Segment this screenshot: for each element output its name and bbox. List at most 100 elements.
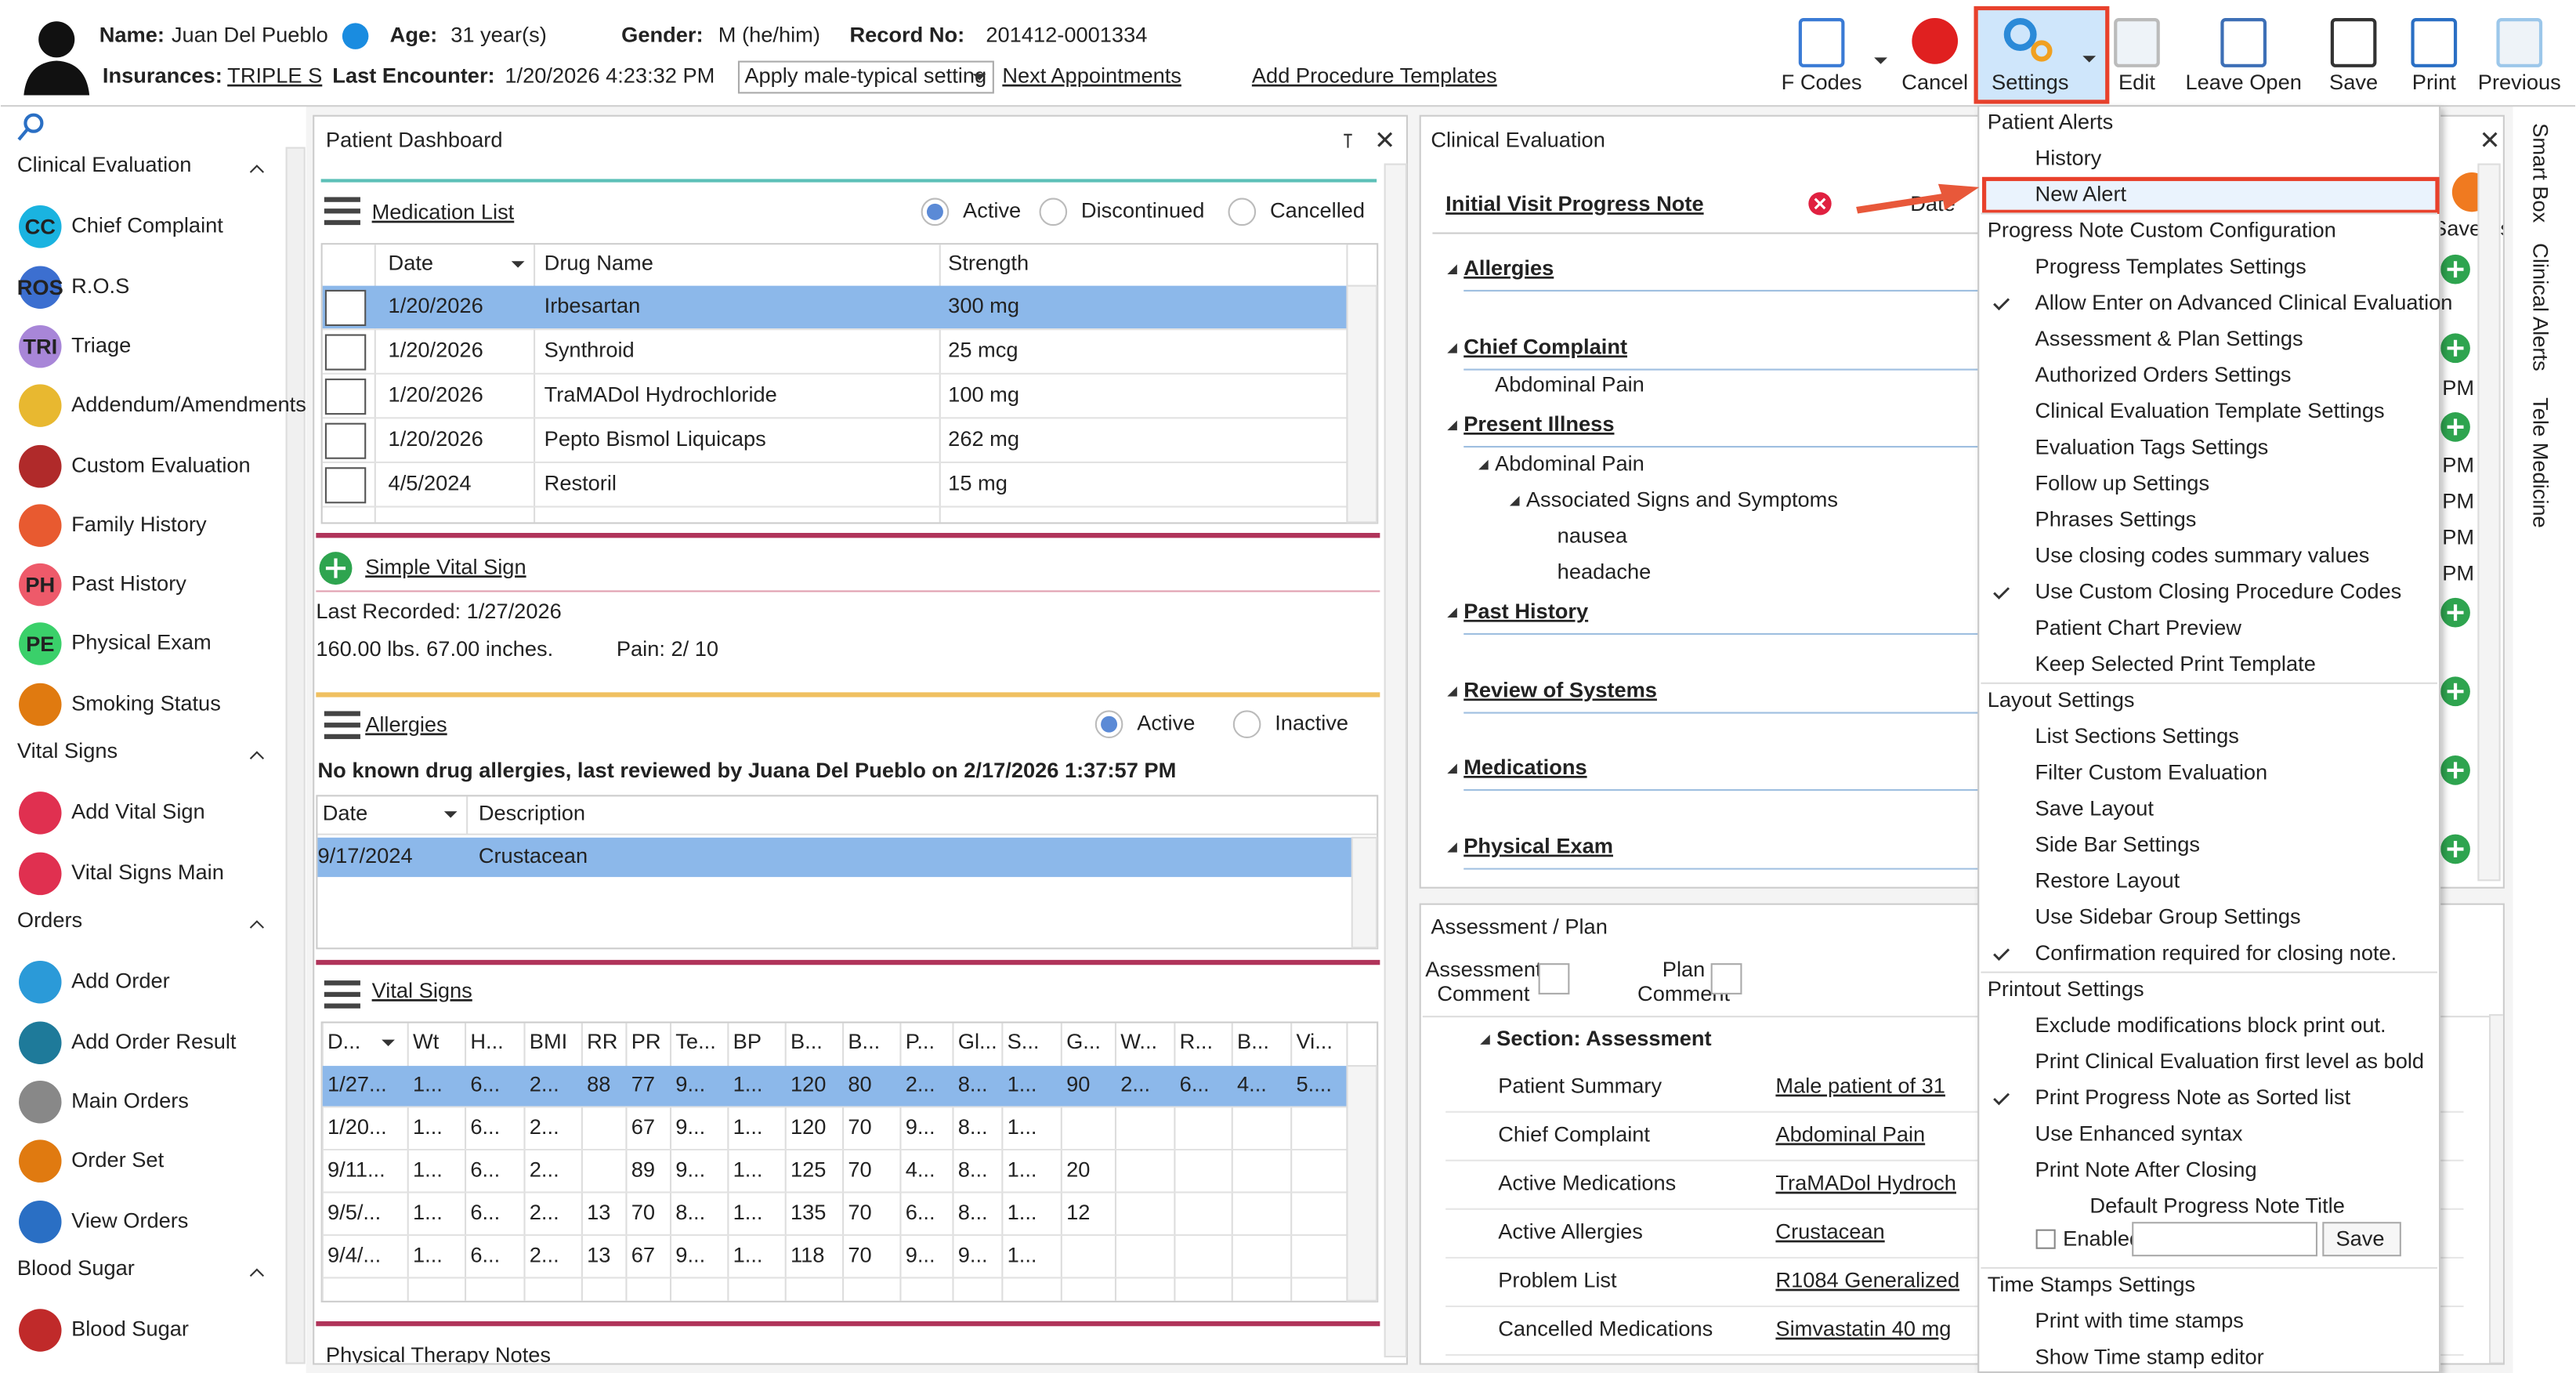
menu-item[interactable]: Keep Selected Print Template — [2035, 651, 2316, 676]
sidebar-item[interactable]: Physical Exam — [71, 630, 212, 654]
toolbar-button[interactable]: Settings — [1992, 70, 2068, 94]
row-value[interactable]: Abdominal Pain — [1775, 1122, 1925, 1147]
button-label[interactable]: Save — [2335, 1226, 2384, 1250]
sidebar-item[interactable]: Add Vital Sign — [71, 799, 205, 824]
expand-triangle[interactable] — [1447, 420, 1457, 431]
sidebar-item[interactable]: Family History — [71, 512, 207, 536]
section-heading[interactable]: Chief Complaint — [1463, 334, 1627, 358]
radio-label[interactable]: Discontinued — [1081, 198, 1204, 223]
menu-item[interactable]: Use closing codes summary values — [2035, 543, 2370, 567]
side-tab[interactable]: Clinical Alerts — [2529, 243, 2553, 371]
side-tab[interactable]: Smart Box — [2529, 123, 2553, 223]
sidebar-item[interactable]: Blood Sugar — [71, 1317, 189, 1341]
row-value[interactable]: TraMADol Hydroch — [1775, 1171, 1956, 1195]
menu-item[interactable]: Filter Custom Evaluation — [2035, 759, 2268, 784]
sidebar-group-title[interactable]: Vital Signs — [17, 738, 118, 763]
menu-item[interactable]: Show Time stamp editor — [2035, 1344, 2264, 1368]
section-item[interactable]: headache — [1558, 560, 1652, 584]
menu-item[interactable]: List Sections Settings — [2035, 723, 2239, 748]
section-item[interactable]: nausea — [1558, 523, 1628, 547]
toolbar-button[interactable]: Save — [2329, 70, 2378, 94]
expand-triangle[interactable] — [1447, 686, 1457, 697]
radio[interactable] — [1232, 710, 1261, 739]
expand-triangle[interactable] — [1447, 343, 1457, 353]
menu-item[interactable]: Use Sidebar Group Settings — [2035, 904, 2301, 929]
radio-label[interactable]: Inactive — [1275, 710, 1348, 734]
section-heading[interactable]: Medications — [1463, 755, 1586, 779]
sidebar-item[interactable]: Add Order Result — [71, 1029, 237, 1053]
header-link[interactable]: Add Procedure Templates — [1252, 63, 1497, 88]
row-value[interactable]: Simvastatin 40 mg — [1775, 1317, 1951, 1341]
row-value[interactable]: R1084 Generalized — [1775, 1268, 1959, 1292]
menu-item[interactable]: New Alert — [2035, 182, 2127, 206]
sidebar-item[interactable]: Add Order — [71, 968, 170, 992]
radio-label[interactable]: Active — [963, 198, 1021, 223]
toolbar-button[interactable]: Edit — [2118, 70, 2155, 94]
menu-item[interactable]: Progress Templates Settings — [2035, 254, 2306, 278]
checkbox-label[interactable]: Enabled — [2063, 1226, 2141, 1250]
radio-label[interactable]: Active — [1137, 710, 1195, 734]
menu-item[interactable]: Exclude modifications block print out. — [2035, 1013, 2386, 1037]
sidebar-item[interactable]: Vital Signs Main — [71, 860, 224, 884]
menu-item[interactable]: Assessment & Plan Settings — [2035, 326, 2303, 350]
section-title[interactable]: Vital Signs — [372, 978, 472, 1002]
section-heading[interactable]: Past History — [1463, 599, 1588, 623]
toolbar-button[interactable]: Cancel — [1901, 70, 1968, 94]
menu-item[interactable]: Side Bar Settings — [2035, 831, 2200, 856]
toolbar-button[interactable]: Print — [2412, 70, 2456, 94]
section-item[interactable]: Associated Signs and Symptoms — [1526, 487, 1838, 511]
section-heading[interactable]: Allergies — [1463, 255, 1554, 280]
menu-item[interactable]: Print Note After Closing — [2035, 1157, 2257, 1181]
sidebar-group-title[interactable]: Orders — [17, 907, 82, 932]
expand-triangle[interactable] — [1509, 495, 1520, 506]
section-heading[interactable]: Physical Exam — [1463, 834, 1613, 858]
sidebar-group-title[interactable]: Blood Sugar — [17, 1255, 135, 1280]
dropdown-value[interactable]: Apply male-typical setting — [744, 63, 986, 88]
menu-item[interactable]: History — [2035, 145, 2102, 169]
toolbar-button[interactable]: Leave Open — [2185, 70, 2301, 94]
section-heading[interactable]: Review of Systems — [1463, 677, 1657, 701]
menu-item[interactable]: Print Progress Note as Sorted list — [2035, 1085, 2351, 1109]
header-link[interactable]: Next Appointments — [1002, 63, 1181, 88]
radio[interactable] — [1039, 197, 1068, 226]
menu-item[interactable]: Allow Enter on Advanced Clinical Evaluat… — [2035, 290, 2453, 314]
menu-item[interactable]: Authorized Orders Settings — [2035, 362, 2292, 386]
menu-item[interactable]: Patient Chart Preview — [2035, 615, 2242, 639]
menu-item[interactable]: Print with time stamps — [2035, 1308, 2244, 1332]
insurance-link[interactable]: TRIPLE S — [227, 63, 322, 88]
expand-triangle[interactable] — [1447, 763, 1457, 774]
sidebar-item[interactable]: View Orders — [71, 1208, 188, 1232]
section-title[interactable]: Simple Vital Sign — [365, 554, 526, 578]
menu-item[interactable]: Confirmation required for closing note. — [2035, 940, 2397, 965]
sidebar-item[interactable]: Custom Evaluation — [71, 452, 251, 476]
sidebar-item[interactable]: Addendum/Amendments — [71, 392, 306, 416]
sidebar-item[interactable]: R.O.S — [71, 274, 129, 298]
section-title[interactable]: Allergies — [365, 712, 447, 736]
toolbar-button[interactable]: F Codes — [1782, 70, 1862, 94]
toolbar-button[interactable]: Previous — [2478, 70, 2561, 94]
button-label[interactable]: Comment — [1437, 981, 1529, 1005]
menu-item[interactable]: Clinical Evaluation Template Settings — [2035, 398, 2385, 422]
side-tab[interactable]: Tele Medicine — [2529, 397, 2553, 528]
sidebar-item[interactable]: Past History — [71, 571, 186, 595]
radio-label[interactable]: Cancelled — [1270, 198, 1365, 223]
sidebar-item[interactable]: Chief Complaint — [71, 212, 223, 237]
row-value[interactable]: Crustacean — [1775, 1219, 1884, 1244]
section-heading[interactable]: Present Illness — [1463, 411, 1614, 436]
sidebar-item[interactable]: Smoking Status — [71, 690, 221, 715]
row-value[interactable]: Male patient of 31 — [1775, 1074, 1945, 1098]
menu-item[interactable]: Use Enhanced syntax — [2035, 1121, 2243, 1145]
menu-item[interactable]: Restore Layout — [2035, 868, 2180, 893]
section-item[interactable]: Abdominal Pain — [1495, 451, 1644, 475]
sidebar-item[interactable]: Triage — [71, 332, 131, 357]
checkbox[interactable] — [2035, 1229, 2056, 1249]
button-label[interactable]: Plan — [1662, 957, 1706, 981]
menu-item[interactable]: Save Layout — [2035, 795, 2155, 820]
sidebar-group-title[interactable]: Clinical Evaluation — [17, 152, 192, 176]
section-title[interactable]: Medication List — [372, 200, 515, 224]
menu-item[interactable]: Follow up Settings — [2035, 470, 2210, 494]
button-label[interactable]: Assessment — [1425, 957, 1542, 981]
menu-item[interactable]: Print Clinical Evaluation first level as… — [2035, 1049, 2425, 1073]
menu-item[interactable]: Evaluation Tags Settings — [2035, 434, 2269, 458]
menu-item[interactable]: Use Custom Closing Procedure Codes — [2035, 579, 2402, 603]
